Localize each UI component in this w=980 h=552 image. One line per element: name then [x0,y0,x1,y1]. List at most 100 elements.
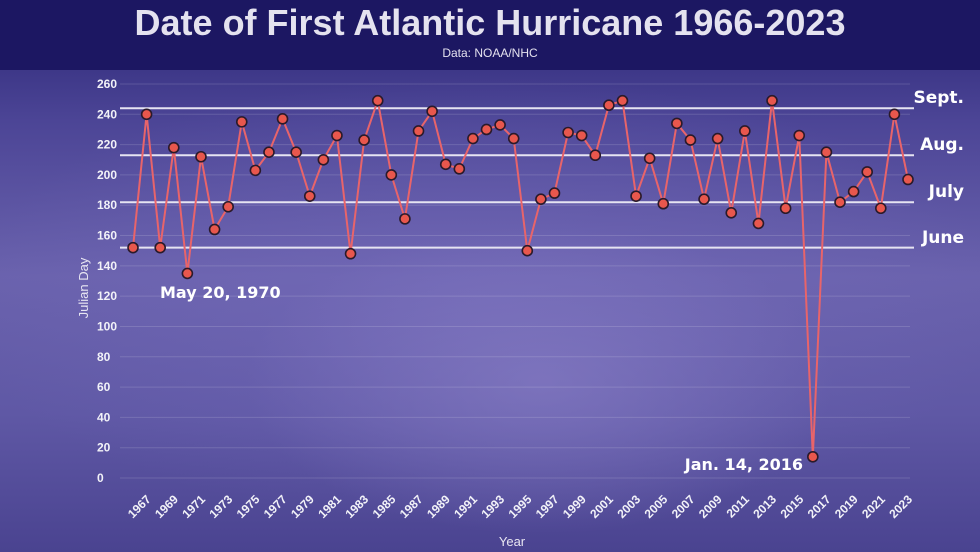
data-point-2009 [711,132,724,145]
x-tick-label: 2015 [778,492,807,521]
data-point-1971 [195,150,207,163]
data-point-1990 [453,163,466,175]
x-tick-label: 2013 [750,492,779,521]
data-point-1979 [303,190,316,202]
data-point-1982 [344,247,357,260]
data-point-1993 [494,119,506,131]
y-tick-label: 40 [97,410,111,424]
data-point-1994 [507,132,520,145]
x-tick-label: 1985 [370,492,399,521]
y-tick-label: 100 [97,319,117,333]
data-point-1966 [127,241,139,254]
data-point-1983 [358,134,370,146]
data-point-2010 [725,207,738,219]
data-point-2008 [698,193,710,205]
y-tick-label: 200 [97,168,117,182]
y-tick-label: 120 [97,289,117,303]
x-tick-label: 1997 [533,492,562,521]
data-point-1973 [222,200,234,213]
data-point-1978 [290,146,302,158]
data-point-1984 [371,94,384,107]
y-tick-label: 80 [97,350,111,364]
x-tick-label: 1973 [207,492,236,521]
data-point-1996 [535,193,547,205]
data-point-1999 [575,129,588,142]
series-line [132,96,909,457]
data-point-2016 [807,450,819,463]
data-point-2013 [766,94,778,107]
data-point-2020 [861,166,874,178]
x-tick-label: 1987 [397,492,426,521]
data-point-1989 [439,158,452,171]
data-point-1986 [399,213,411,225]
month-label: Sept. [913,88,964,108]
data-point-1972 [208,223,221,236]
data-point-2023 [902,173,914,186]
month-label: Aug. [920,135,964,155]
x-tick-label: 2011 [724,492,753,521]
data-point-1981 [331,129,343,142]
data-point-2019 [847,185,860,198]
x-tick-label: 2003 [614,492,643,521]
data-point-1980 [317,153,330,166]
y-tick-label: 140 [97,259,117,273]
data-point-1968 [154,241,166,254]
data-point-2015 [793,129,806,142]
title-band [0,0,980,70]
x-tick-label: 2021 [859,492,888,521]
data-point-1988 [426,105,438,118]
x-tick-label: 1977 [261,492,290,521]
data-point-2022 [888,108,901,121]
data-point-2002 [616,94,629,107]
annotation-2016: Jan. 14, 2016 [684,455,803,474]
data-point-2007 [684,134,697,146]
data-point-1991 [467,132,479,145]
x-tick-label: 1969 [152,492,181,521]
data-point-1967 [140,108,153,121]
data-point-2014 [779,202,792,215]
data-point-2001 [603,99,615,112]
data-point-1975 [249,164,262,177]
y-tick-label: 260 [97,77,117,91]
data-point-2004 [643,152,656,165]
month-label: June [921,228,964,248]
x-tick-label: 1995 [506,492,535,521]
data-point-2003 [630,190,642,202]
data-point-2017 [820,146,833,158]
month-label: July [928,182,964,202]
x-tick-label: 2001 [587,492,616,521]
x-tick-label: 1979 [288,492,317,521]
data-point-2012 [752,217,765,230]
data-point-2018 [834,196,846,208]
annotation-1970: May 20, 1970 [160,283,281,302]
y-tick-label: 60 [97,380,111,394]
y-axis-label: Julian Day [76,257,91,318]
x-tick-label: 2005 [642,492,671,521]
data-point-1969 [167,141,180,154]
x-tick-label: 1999 [560,492,589,521]
data-point-2005 [657,197,670,210]
data-point-1992 [480,123,493,136]
data-point-1998 [562,126,574,139]
data-point-2021 [875,202,887,215]
data-point-1985 [385,169,398,181]
x-tick-label: 1991 [451,492,480,521]
y-tick-label: 20 [97,441,111,455]
x-tick-label: 1989 [424,492,453,521]
chart-subtitle: Data: NOAA/NHC [442,46,538,60]
data-point-1997 [548,187,561,199]
data-point-1995 [521,244,534,257]
data-point-2011 [739,125,751,137]
data-point-1976 [263,146,275,158]
x-tick-label: 1975 [234,492,263,521]
x-tick-label: 2017 [805,492,834,521]
y-tick-label: 180 [97,198,117,212]
data-point-2000 [589,149,602,162]
x-tick-label: 1981 [315,492,344,521]
x-tick-label: 2023 [886,492,915,521]
x-tick-label: 1993 [478,492,507,521]
x-tick-label: 2009 [696,492,725,521]
y-tick-label: 160 [97,229,117,243]
data-point-1970 [181,267,194,280]
